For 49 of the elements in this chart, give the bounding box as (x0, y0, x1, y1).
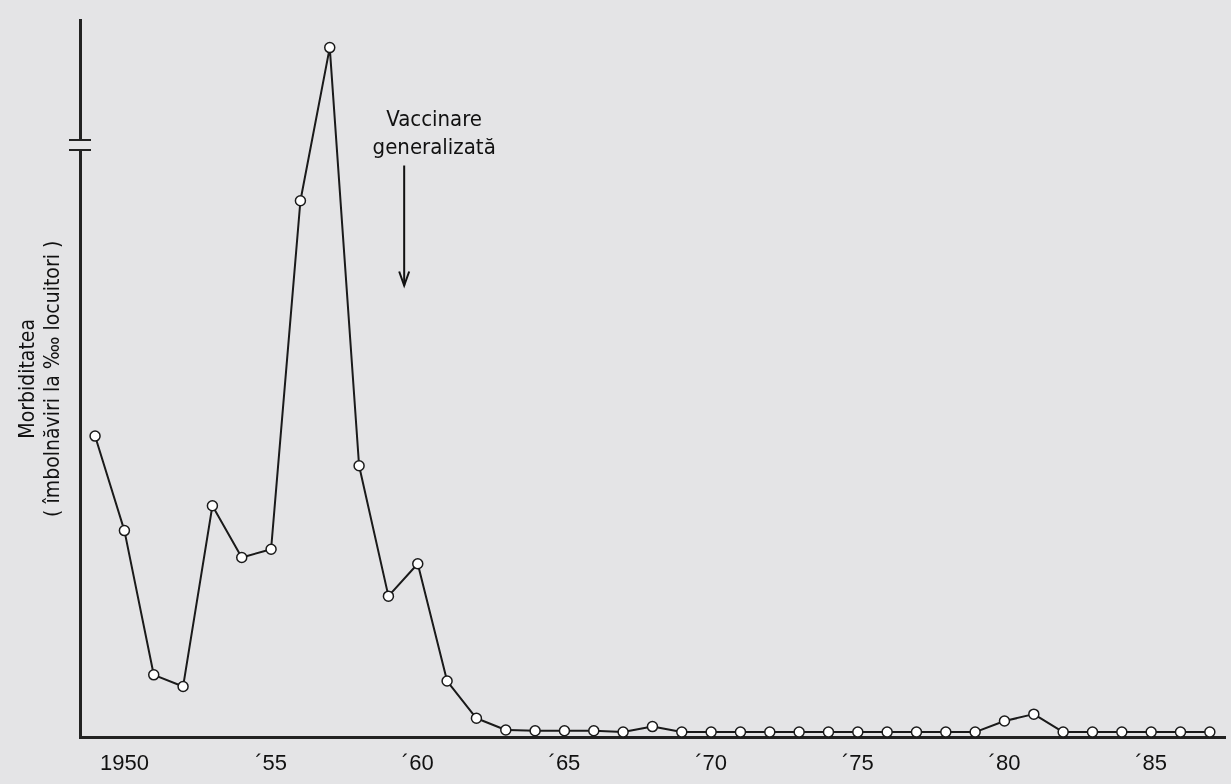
point (470, 712, 483, 725)
point (89, 430, 101, 442)
annotation: Vaccinare generalizată (372, 105, 496, 159)
x-tick-label: ´70 (695, 749, 728, 775)
point (236, 551, 248, 564)
point (881, 726, 893, 738)
point (617, 726, 629, 738)
point (998, 715, 1011, 727)
point (118, 524, 131, 537)
point (1116, 726, 1128, 738)
point (1145, 726, 1157, 738)
x-tick-label: ´60 (401, 749, 434, 775)
point (412, 557, 424, 570)
point (676, 726, 688, 738)
x-tick-label: 1950 (99, 749, 149, 775)
y-axis-title: Morbiditatea ( îmbolnăviri la ‱ locuitori ) (15, 240, 65, 517)
point (294, 195, 307, 207)
x-tick-label: ´65 (548, 749, 581, 775)
point (500, 724, 512, 736)
point (764, 726, 776, 738)
point (558, 724, 571, 737)
point (441, 675, 453, 687)
point (324, 41, 336, 54)
point (1086, 726, 1099, 738)
point (265, 543, 277, 555)
point (969, 726, 981, 738)
point (177, 680, 189, 693)
point (382, 590, 395, 602)
point (588, 724, 600, 737)
point (147, 669, 160, 681)
point (734, 726, 747, 738)
x-tick-label: ´75 (841, 749, 874, 775)
x-tick-label: ´80 (988, 749, 1021, 775)
point (1174, 726, 1187, 738)
point (910, 726, 923, 738)
point (793, 726, 805, 738)
point (852, 726, 864, 738)
point (529, 724, 541, 737)
point (646, 720, 659, 733)
point (353, 459, 365, 472)
point (940, 726, 952, 738)
point (1057, 726, 1069, 738)
point (206, 500, 219, 512)
x-tick-label: ´85 (1135, 749, 1168, 775)
point (705, 726, 717, 738)
point (1204, 726, 1216, 738)
point (1028, 708, 1040, 720)
x-tick-label: ´55 (255, 749, 287, 775)
point (822, 726, 835, 738)
